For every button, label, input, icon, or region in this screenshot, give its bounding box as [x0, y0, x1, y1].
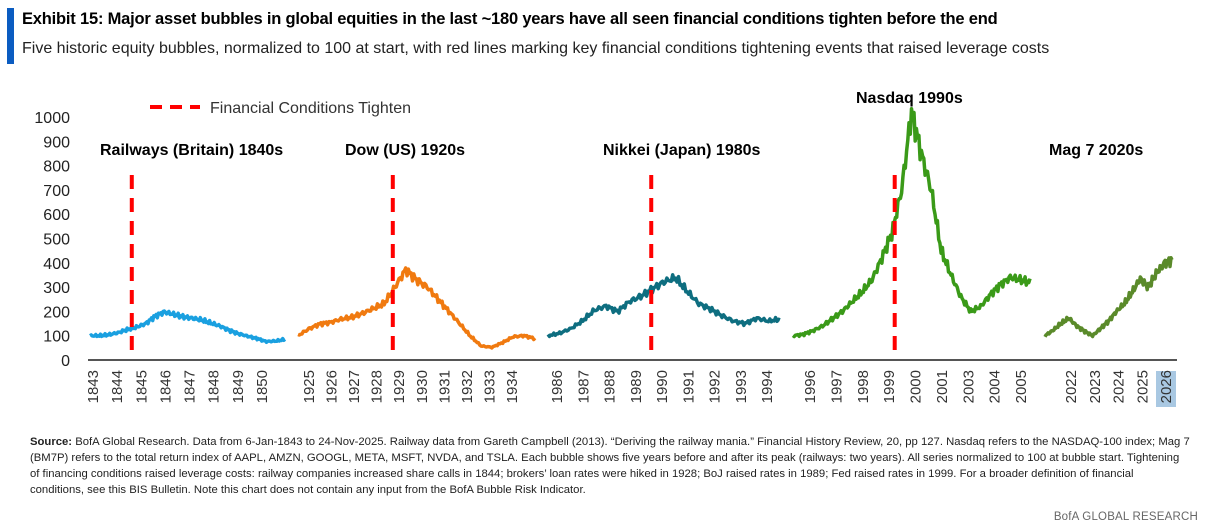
series-line-0 — [89, 309, 287, 345]
x-tick-label: 1929 — [391, 370, 408, 403]
x-tick-label: 1930 — [414, 370, 431, 403]
x-tick-label: 2004 — [987, 370, 1004, 403]
x-tick-label: 1845 — [133, 370, 150, 403]
highlight-box — [1156, 371, 1176, 407]
x-tick-label: 2026 — [1158, 370, 1175, 403]
x-tick-label: 1986 — [549, 370, 566, 403]
x-tick-label: 1849 — [230, 370, 247, 403]
series-line-2 — [546, 273, 781, 339]
x-tick-label: 2003 — [960, 370, 977, 403]
x-tick-label: 1843 — [85, 370, 102, 403]
x-tick-label: 1996 — [802, 370, 819, 403]
bubble-label: Railways (Britain) 1840s — [100, 142, 283, 159]
x-tick-label: 2022 — [1063, 370, 1080, 403]
x-tick-label: 1844 — [109, 370, 126, 403]
x-tick-label: 1925 — [301, 370, 318, 403]
y-tick-label: 300 — [43, 280, 70, 297]
x-tick-label: 1987 — [575, 370, 592, 403]
brand-footer: BofA GLOBAL RESEARCH — [1053, 511, 1198, 523]
x-tick-label: 2024 — [1111, 370, 1128, 403]
series-line-4 — [1043, 256, 1174, 339]
source-label: Source: — [30, 436, 73, 448]
bubble-label: Dow (US) 1920s — [345, 142, 465, 159]
x-tick-label: 1997 — [828, 370, 845, 403]
accent-bar — [7, 8, 14, 64]
x-tick-label: 1990 — [654, 370, 671, 403]
x-tick-label: 1846 — [157, 370, 174, 403]
y-tick-label: 200 — [43, 304, 70, 321]
x-tick-label: 1999 — [881, 370, 898, 403]
x-tick-label: 2000 — [908, 370, 925, 403]
source-text: BofA Global Research. Data from 6-Jan-18… — [30, 436, 1190, 496]
bubble-label: Nikkei (Japan) 1980s — [603, 142, 761, 159]
x-tick-label: 1932 — [459, 370, 476, 403]
y-tick-label: 900 — [43, 134, 70, 151]
x-tick-label: 1927 — [346, 370, 363, 403]
x-tick-label: 2005 — [1013, 370, 1030, 403]
legend: Financial Conditions Tighten — [150, 100, 411, 117]
x-tick-label: 2001 — [934, 370, 951, 403]
chart-subtitle: Five historic equity bubbles, normalized… — [22, 40, 1050, 57]
y-tick-label: 100 — [43, 329, 70, 346]
x-tick-label: 1998 — [855, 370, 872, 403]
series-line-3 — [791, 106, 1032, 339]
x-tick-label: 1850 — [254, 370, 271, 403]
y-tick-label: 0 — [61, 353, 70, 370]
source-note: Source: BofA Global Research. Data from … — [30, 434, 1190, 498]
x-tick-label: 1988 — [602, 370, 619, 403]
x-tick-label: 1991 — [680, 370, 697, 403]
x-tick-label: 1931 — [436, 370, 453, 403]
y-tick-label: 500 — [43, 232, 70, 249]
x-tick-label: 2025 — [1134, 370, 1151, 403]
legend-label: Financial Conditions Tighten — [210, 100, 411, 117]
chart-title: Exhibit 15: Major asset bubbles in globa… — [22, 10, 998, 28]
y-tick-label: 600 — [43, 207, 70, 224]
y-tick-label: 800 — [43, 159, 70, 176]
x-tick-label: 1933 — [481, 370, 498, 403]
x-tick-label: 1989 — [628, 370, 645, 403]
y-tick-label: 400 — [43, 256, 70, 273]
x-tick-label: 1926 — [324, 370, 341, 403]
y-tick-label: 700 — [43, 183, 70, 200]
x-tick-label: 1994 — [759, 370, 776, 403]
bubble-label: Nasdaq 1990s — [856, 90, 963, 107]
x-tick-label: 2023 — [1087, 370, 1104, 403]
x-tick-label: 1847 — [182, 370, 199, 403]
x-tick-label: 1928 — [369, 370, 386, 403]
y-tick-label: 1000 — [34, 110, 70, 127]
x-tick-label: 1993 — [733, 370, 750, 403]
x-tick-label: 1992 — [707, 370, 724, 403]
series-line-1 — [297, 266, 537, 350]
x-tick-label: 1848 — [206, 370, 223, 403]
x-tick-label: 1934 — [504, 370, 521, 403]
bubble-label: Mag 7 2020s — [1049, 142, 1143, 159]
